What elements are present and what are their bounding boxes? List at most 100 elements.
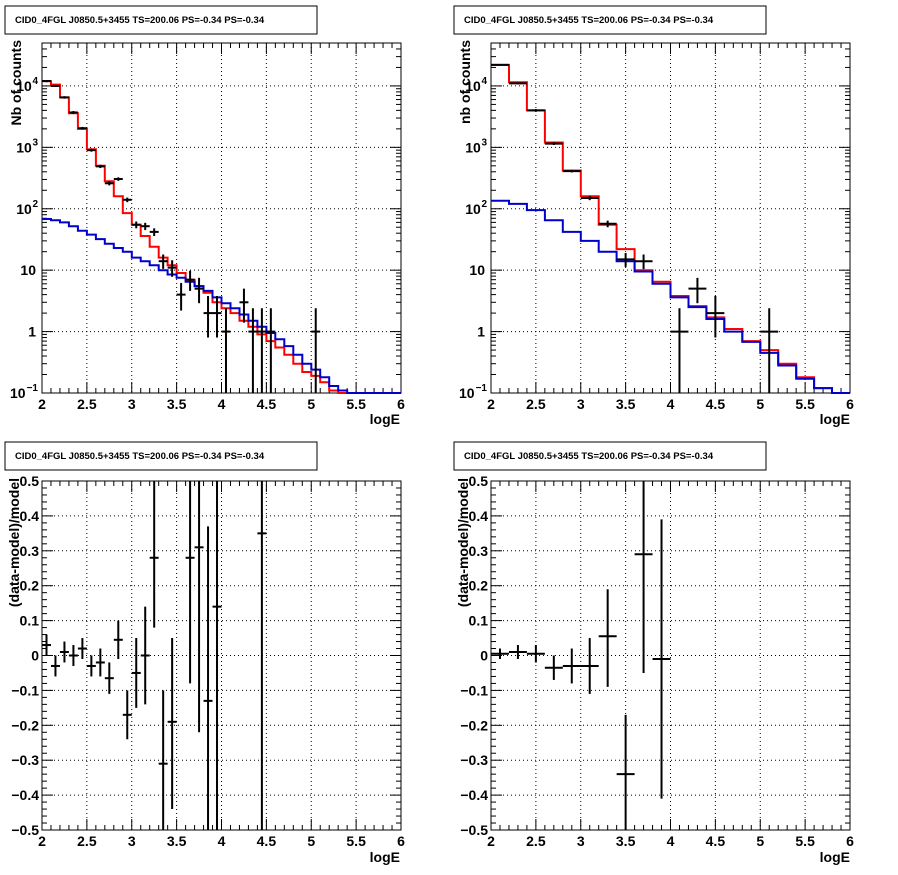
data-point — [491, 648, 509, 659]
x-tick-label: 3.5 — [616, 833, 636, 849]
x-tick-label: 4.5 — [706, 833, 726, 849]
data-point — [508, 645, 527, 659]
data-point — [562, 169, 581, 173]
title-box — [4, 5, 318, 35]
data-point — [194, 277, 204, 304]
data-point — [670, 308, 689, 393]
panel-residuals-left: CID0_4FGL J0850.5+3455 TS=200.06 PS=-0.3… — [4, 441, 405, 865]
x-axis-label: logE — [370, 411, 400, 427]
y-tick-label: 0.1 — [20, 613, 40, 629]
data-point — [544, 655, 563, 680]
y-tick-label: −0.5 — [11, 822, 39, 838]
data-point — [68, 645, 78, 666]
data-point — [203, 295, 213, 338]
y-tick-label: −0.2 — [11, 717, 39, 733]
x-tick-label: 5.5 — [795, 833, 815, 849]
data-point — [149, 228, 159, 237]
data-point — [77, 638, 87, 659]
data-point — [544, 142, 563, 146]
chart-title: CID0_4FGL J0850.5+3455 TS=200.06 PS=-0.3… — [15, 451, 265, 462]
data-point — [59, 641, 69, 663]
data-point — [59, 96, 69, 99]
data-point — [104, 181, 114, 186]
data-point — [257, 481, 267, 830]
x-tick-label: 3.5 — [167, 396, 187, 412]
x-tick-label: 2.5 — [526, 833, 546, 849]
x-tick-label: 3 — [128, 396, 136, 412]
data-point — [140, 606, 150, 705]
x-tick-label: 5 — [756, 396, 764, 412]
x-axis-label: logE — [370, 849, 400, 865]
data-point — [526, 109, 545, 112]
y-tick-label: 10 — [459, 385, 475, 401]
x-tick-label: 2.5 — [77, 833, 97, 849]
data-point — [113, 620, 123, 659]
data-point — [176, 282, 186, 311]
data-point — [167, 638, 177, 810]
data-point — [580, 638, 599, 694]
x-tick-label: 3.5 — [167, 833, 187, 849]
data-point — [158, 254, 168, 269]
chart-title: CID0_4FGL J0850.5+3455 TS=200.06 PS=-0.3… — [15, 15, 265, 26]
y-tick-label: 10 — [465, 201, 481, 217]
data-point — [760, 308, 779, 393]
x-tick-label: 2 — [487, 833, 495, 849]
y-tick-exponent: 2 — [481, 199, 487, 210]
y-tick-exponent: 4 — [32, 76, 38, 87]
data-point — [185, 270, 195, 291]
data-point — [221, 308, 231, 393]
x-tick-label: 2.5 — [526, 396, 546, 412]
x-tick-label: 5.5 — [346, 396, 366, 412]
data-point — [311, 308, 321, 393]
x-tick-label: 2 — [38, 833, 46, 849]
y-tick-label: −0.4 — [460, 787, 488, 803]
data-point — [706, 295, 725, 338]
data-point — [149, 481, 159, 628]
data-point — [212, 481, 222, 830]
y-tick-label: 10 — [16, 139, 32, 155]
y-tick-label: 10 — [16, 78, 32, 94]
x-tick-label: 5 — [756, 833, 764, 849]
data-point — [68, 111, 78, 114]
data-point — [248, 308, 258, 393]
x-tick-label: 4 — [218, 833, 226, 849]
x-tick-label: 3 — [128, 833, 136, 849]
y-tick-exponent: 2 — [32, 199, 38, 210]
y-tick-label: 0.5 — [20, 473, 40, 489]
component-model-histogram — [42, 218, 401, 394]
y-tick-label: 0.3 — [469, 543, 489, 559]
data-point — [86, 148, 96, 152]
y-tick-label: 0.4 — [20, 508, 40, 524]
x-tick-label: 3 — [577, 396, 585, 412]
data-point — [598, 589, 617, 687]
data-point — [122, 690, 132, 740]
y-tick-label: −0.5 — [460, 822, 488, 838]
x-tick-label: 5 — [307, 396, 315, 412]
data-point — [266, 308, 276, 393]
data-point — [167, 260, 177, 277]
y-tick-label: 0.1 — [469, 613, 489, 629]
data-point — [257, 308, 267, 393]
y-tick-label: 10 — [16, 201, 32, 217]
y-tick-exponent: −1 — [27, 383, 39, 394]
data-point — [185, 481, 195, 684]
data-point — [526, 645, 545, 663]
y-tick-label: 0.2 — [20, 578, 40, 594]
x-tick-label: 4.5 — [706, 396, 726, 412]
data-point — [122, 197, 132, 203]
y-tick-exponent: 3 — [481, 137, 487, 148]
data-point — [77, 126, 87, 130]
x-axis-label: logE — [820, 411, 850, 427]
y-tick-label: 10 — [469, 262, 485, 278]
x-axis-label: logE — [820, 849, 850, 865]
y-axis-label: (data-model)/model — [455, 478, 471, 607]
data-point — [113, 177, 123, 181]
data-point — [50, 84, 60, 88]
y-tick-label: 10 — [20, 262, 36, 278]
data-point — [95, 648, 105, 677]
y-tick-label: 0.5 — [469, 473, 489, 489]
